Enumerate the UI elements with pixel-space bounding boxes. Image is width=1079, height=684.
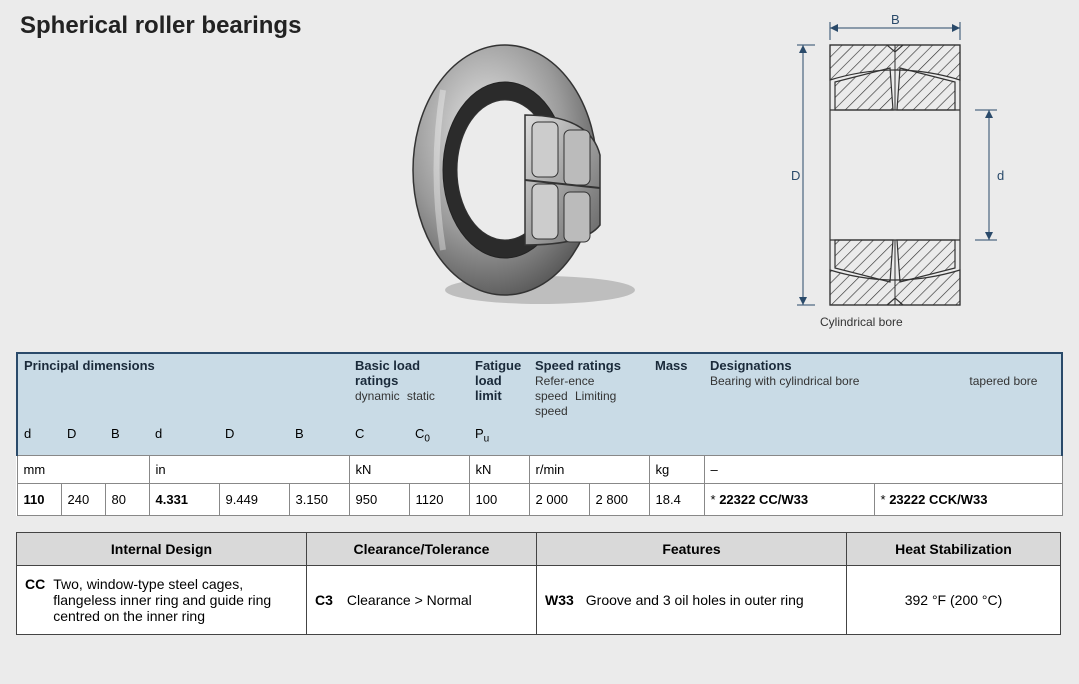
hdr-heat: Heat Stabilization <box>847 533 1061 566</box>
dim-D-label: D <box>791 168 800 183</box>
table-row: CC Two, window-type steel cages, flangel… <box>17 566 1061 635</box>
unit-in: in <box>149 455 349 483</box>
clearance-code: C3 <box>315 592 333 608</box>
features-code: W33 <box>545 592 574 608</box>
hdr-designations: Designations <box>710 358 792 373</box>
hdr-fatigue: Fatigue load limit <box>475 358 521 403</box>
internal-text: Two, window-type steel cages, flangeless… <box>53 576 298 624</box>
hdr-clearance: Clearance/Tolerance <box>307 533 537 566</box>
hdr-speed: Speed ratings <box>535 358 621 373</box>
unit-kn2: kN <box>469 455 529 483</box>
internal-code: CC <box>25 576 45 624</box>
unit-kg: kg <box>649 455 704 483</box>
hdr-mass: Mass <box>655 358 688 373</box>
hdr-basic-load: Basic load ratings <box>355 358 420 388</box>
hdr-principal: Principal dimensions <box>24 358 155 373</box>
features-text: Groove and 3 oil holes in outer ring <box>586 592 804 608</box>
hdr-features: Features <box>537 533 847 566</box>
bearing-schematic: B D d <box>775 10 1065 330</box>
unit-mm: mm <box>17 455 149 483</box>
details-table: Internal Design Clearance/Tolerance Feat… <box>16 532 1061 635</box>
unit-dash: – <box>704 455 1062 483</box>
unit-rmin: r/min <box>529 455 649 483</box>
hdr-internal-design: Internal Design <box>17 533 307 566</box>
clearance-text: Clearance > Normal <box>347 592 472 608</box>
heat-value: 392 °F (200 °C) <box>847 566 1061 635</box>
dim-d-label: d <box>997 168 1004 183</box>
page-title: Spherical roller bearings <box>20 12 301 40</box>
table-row: 110 240 80 4.331 9.449 3.150 950 1120 10… <box>17 483 1062 515</box>
spec-table: Principal dimensions Basic load ratingsd… <box>16 352 1063 516</box>
schematic-caption: Cylindrical bore <box>820 315 903 329</box>
unit-kn: kN <box>349 455 469 483</box>
bearing-3d-illustration <box>400 30 660 310</box>
dim-b-label: B <box>891 12 900 27</box>
